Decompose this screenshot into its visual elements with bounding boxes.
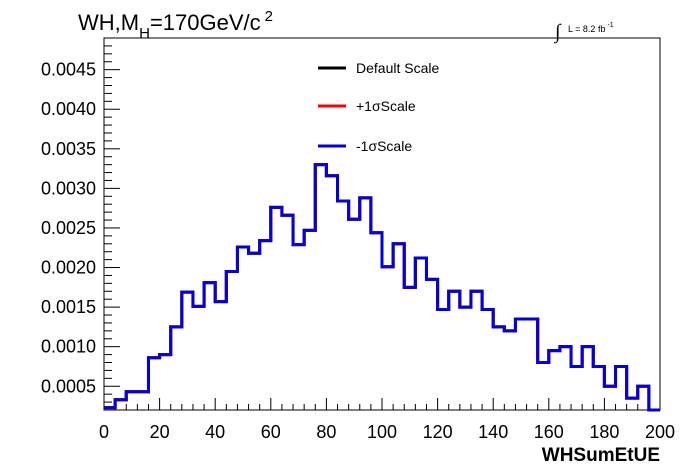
x-tick-label: 120: [423, 422, 453, 442]
y-tick-label: 0.0015: [41, 297, 96, 317]
y-tick-label: 0.0030: [41, 178, 96, 198]
x-tick-label: 80: [316, 422, 336, 442]
chart-title-subscript: H: [139, 25, 150, 42]
y-tick-label: 0.0035: [41, 139, 96, 159]
chart-title-superscript: 2: [265, 8, 273, 25]
x-tick-label: 140: [478, 422, 508, 442]
legend-label-2: +1σScale: [356, 98, 416, 114]
lumi-integral: ∫: [553, 21, 562, 44]
x-tick-label: 0: [99, 422, 109, 442]
x-tick-label: 20: [150, 422, 170, 442]
y-axis: 0.0005 0.0010 0.0015 0.0020 0.0025 0.0030 0.00…: [41, 38, 120, 410]
series-group: [104, 165, 660, 410]
chart-title-rest: =170GeV/c: [150, 10, 261, 35]
lumi-text: L = 8.2 fb: [568, 24, 605, 34]
histogram-chart: WH,MH=170GeV/c 2 ∫ L = 8.2 fb -1 0 20 40 60 80…: [0, 0, 696, 472]
chart-title-main: WH,M: [78, 10, 139, 35]
chart-title: WH,MH=170GeV/c 2: [78, 8, 273, 42]
x-tick-label: 160: [534, 422, 564, 442]
y-tick-label: 0.0005: [41, 376, 96, 396]
legend: Default Scale +1σScale -1σScale: [318, 60, 439, 154]
x-tick-label: 100: [367, 422, 397, 442]
x-tick-label: 200: [645, 422, 675, 442]
series-line-2: [104, 165, 660, 410]
y-tick-label: 0.0045: [41, 60, 96, 80]
y-tick-label: 0.0010: [41, 337, 96, 357]
x-tick-label: 40: [205, 422, 225, 442]
y-tick-label: 0.0020: [41, 258, 96, 278]
x-tick-label: 180: [589, 422, 619, 442]
lumi-label: L = 8.2 fb -1: [568, 22, 614, 34]
y-tick-label: 0.0040: [41, 99, 96, 119]
legend-label-1: Default Scale: [356, 60, 439, 76]
series-line-3: [104, 165, 660, 410]
x-axis: 0 20 40 60 80 100 120 140 160 180 200: [99, 398, 675, 442]
y-tick-label: 0.0025: [41, 218, 96, 238]
legend-label-3: -1σScale: [356, 138, 412, 154]
x-tick-label: 60: [261, 422, 281, 442]
x-axis-label: WHSumEtUE: [542, 445, 660, 466]
series-line-1: [104, 165, 660, 410]
lumi-superscript: -1: [607, 22, 613, 29]
plot-frame: [104, 38, 660, 410]
